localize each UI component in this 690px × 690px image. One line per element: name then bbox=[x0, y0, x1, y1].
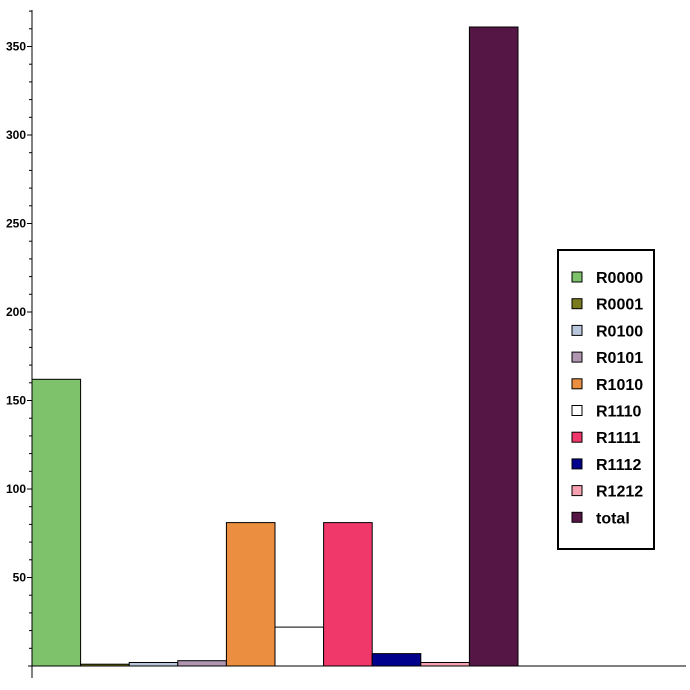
bar-total bbox=[468, 26, 519, 667]
bar-R1111 bbox=[323, 522, 373, 667]
bar-R1010 bbox=[225, 522, 276, 667]
legend-label-R1112: R1112 bbox=[596, 457, 641, 474]
y-tick-label: 50 bbox=[13, 571, 27, 585]
legend-swatch-R1010 bbox=[571, 378, 583, 390]
legend-label-R0101: R0101 bbox=[596, 350, 643, 367]
axes-group bbox=[28, 10, 686, 678]
legend-box bbox=[557, 249, 655, 550]
legend-swatch-R0101 bbox=[571, 351, 583, 363]
y-tick-label: 350 bbox=[6, 40, 26, 54]
y-tick-label: 150 bbox=[6, 394, 26, 408]
legend-swatch-R0000 bbox=[571, 271, 583, 283]
bar-R0100 bbox=[128, 662, 179, 667]
legend-label-R1010: R1010 bbox=[596, 377, 643, 394]
legend-label-R1111: R1111 bbox=[596, 430, 641, 447]
legend-label-total: total bbox=[596, 510, 630, 527]
y-tick-label: 300 bbox=[6, 128, 26, 142]
bar-R0000 bbox=[31, 378, 82, 667]
y-ticks-group: 50 100 150 200 250 300 350 bbox=[6, 10, 32, 649]
legend-label-R0000: R0000 bbox=[596, 270, 643, 287]
legend-label-R1110: R1110 bbox=[596, 404, 641, 421]
bars-group bbox=[31, 26, 519, 667]
legend-swatch-R0100 bbox=[571, 324, 583, 336]
bar-R1212 bbox=[420, 662, 470, 667]
legend-swatch-total bbox=[571, 511, 583, 523]
legend-swatch-R1111 bbox=[571, 431, 583, 443]
legend-label-R0100: R0100 bbox=[596, 323, 643, 340]
legend-label-R1212: R1212 bbox=[596, 484, 643, 501]
legend-swatch-R1112 bbox=[571, 458, 583, 470]
legend-label-R0001: R0001 bbox=[596, 297, 643, 314]
legend-swatch-R1110 bbox=[571, 405, 583, 416]
bar-R1112 bbox=[371, 653, 422, 667]
y-tick-label: 250 bbox=[6, 217, 26, 231]
legend-swatch-R0001 bbox=[571, 298, 583, 310]
legend: R0000 R0001 R0100 R0101 R1010 R1110 R1111 R1112… bbox=[557, 249, 655, 550]
bar-R0101 bbox=[177, 660, 227, 667]
y-tick-label: 100 bbox=[6, 482, 26, 496]
bar-R1110 bbox=[274, 626, 325, 667]
y-tick-label: 200 bbox=[6, 305, 26, 319]
legend-swatch-R1212 bbox=[571, 485, 583, 497]
